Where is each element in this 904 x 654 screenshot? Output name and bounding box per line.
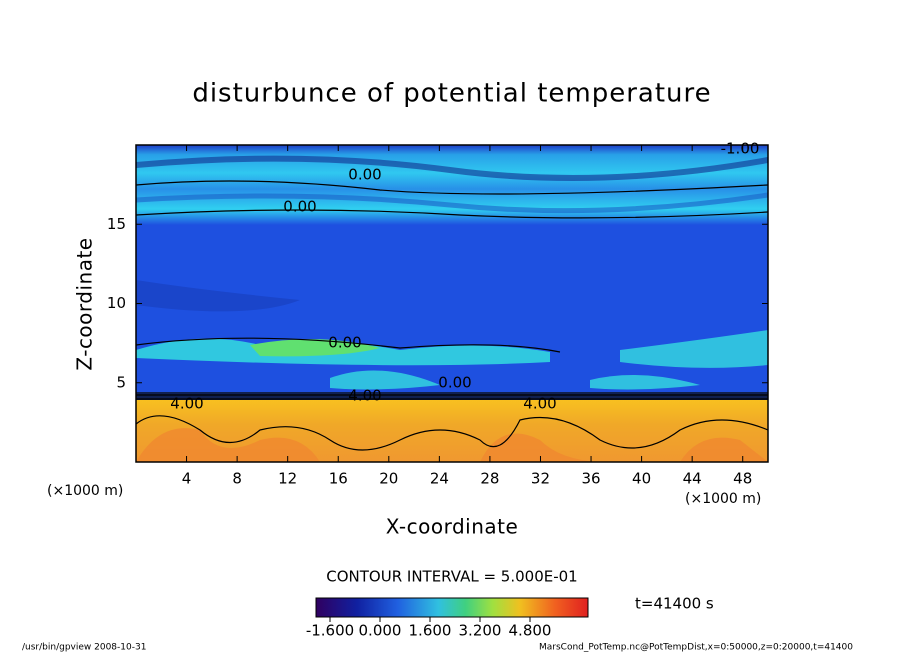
colorbar-tick-label: 4.800 bbox=[509, 622, 552, 640]
chart-title: disturbunce of potential temperature bbox=[192, 79, 711, 109]
contour-label: -1.00 bbox=[721, 140, 760, 158]
contour-label: 0.00 bbox=[283, 198, 316, 216]
y-tick-label: 5 bbox=[116, 373, 126, 391]
y-axis-label: Z-coordinate bbox=[73, 237, 97, 370]
colorbar-tick-label: 1.600 bbox=[409, 622, 452, 640]
x-tick-label: 8 bbox=[232, 470, 242, 488]
x-tick-label: 16 bbox=[329, 470, 348, 488]
x-tick-label: 36 bbox=[581, 470, 600, 488]
colorbar-tick-label: 3.200 bbox=[459, 622, 502, 640]
colorbar-tick-label: 0.000 bbox=[359, 622, 402, 640]
x-tick-label: 24 bbox=[430, 470, 449, 488]
footer-left: /usr/bin/gpview 2008-10-31 bbox=[22, 643, 146, 653]
x-tick-label: 4 bbox=[182, 470, 192, 488]
x-tick-label: 28 bbox=[480, 470, 499, 488]
contour-label: 0.00 bbox=[438, 374, 471, 392]
contour-label: 4.00 bbox=[523, 395, 556, 413]
y-tick-label: 10 bbox=[107, 294, 126, 312]
contour-label: 4.00 bbox=[348, 387, 381, 405]
x-tick-label: 40 bbox=[632, 470, 651, 488]
x-tick-label: 44 bbox=[683, 470, 702, 488]
colorbar-tick-label: -1.600 bbox=[306, 622, 354, 640]
contour-field bbox=[136, 145, 768, 462]
colorbar bbox=[315, 597, 589, 618]
x-axis-label: X-coordinate bbox=[386, 515, 519, 539]
y-unit: (×1000 m) bbox=[47, 483, 123, 499]
y-tick-label: 15 bbox=[107, 215, 126, 233]
contour-label: 0.00 bbox=[348, 166, 381, 184]
x-unit: (×1000 m) bbox=[685, 491, 761, 507]
contour-interval: CONTOUR INTERVAL = 5.000E-01 bbox=[326, 568, 577, 586]
footer-right: MarsCond_PotTemp.nc@PotTempDist,x=0:5000… bbox=[539, 643, 853, 653]
x-tick-label: 32 bbox=[531, 470, 550, 488]
x-tick-label: 48 bbox=[733, 470, 752, 488]
contour-label: 0.00 bbox=[328, 334, 361, 352]
contour-label: 4.00 bbox=[170, 395, 203, 413]
x-tick-label: 12 bbox=[278, 470, 297, 488]
time-text: t=41400 s bbox=[635, 595, 714, 613]
x-tick-label: 20 bbox=[379, 470, 398, 488]
